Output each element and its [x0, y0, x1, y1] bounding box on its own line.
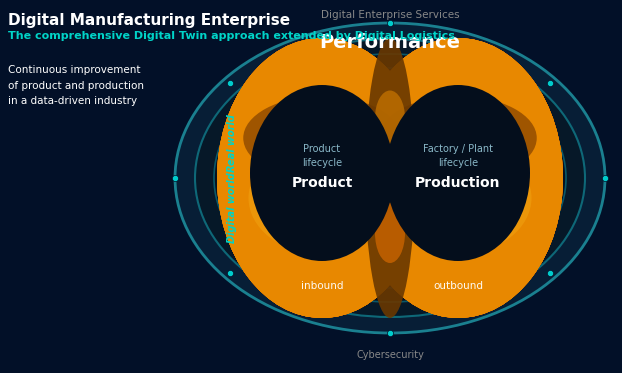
Ellipse shape — [365, 38, 415, 318]
Ellipse shape — [249, 142, 396, 254]
Ellipse shape — [353, 38, 563, 318]
Text: Digital Manufacturing Enterprise: Digital Manufacturing Enterprise — [8, 13, 290, 28]
Ellipse shape — [217, 38, 427, 318]
Ellipse shape — [217, 38, 427, 318]
Ellipse shape — [384, 142, 532, 254]
Ellipse shape — [250, 85, 394, 261]
Text: Continuous improvement
of product and production
in a data-driven industry: Continuous improvement of product and pr… — [8, 65, 144, 106]
Text: Product: Product — [291, 176, 353, 190]
Text: outbound: outbound — [433, 281, 483, 291]
Ellipse shape — [353, 38, 563, 318]
Text: Production: Production — [415, 176, 501, 190]
Ellipse shape — [232, 68, 548, 288]
Text: inbound: inbound — [301, 281, 343, 291]
Ellipse shape — [375, 91, 405, 145]
Ellipse shape — [175, 23, 605, 333]
Text: Digital world: Digital world — [227, 173, 237, 243]
Text: Real world: Real world — [227, 114, 237, 172]
Ellipse shape — [214, 54, 566, 302]
Ellipse shape — [386, 85, 530, 261]
Ellipse shape — [353, 38, 563, 318]
Ellipse shape — [243, 96, 401, 180]
Ellipse shape — [353, 38, 563, 318]
Text: Factory / Plant
lifecycle: Factory / Plant lifecycle — [423, 144, 493, 167]
Ellipse shape — [217, 38, 427, 318]
Text: Performance: Performance — [320, 34, 460, 53]
Ellipse shape — [375, 203, 405, 263]
Text: Product
lifecycle: Product lifecycle — [302, 144, 342, 167]
Ellipse shape — [353, 38, 563, 318]
Ellipse shape — [195, 39, 585, 317]
Ellipse shape — [353, 38, 563, 318]
Ellipse shape — [353, 38, 563, 318]
Ellipse shape — [217, 38, 427, 318]
Ellipse shape — [217, 38, 427, 318]
Text: Cybersecurity: Cybersecurity — [356, 350, 424, 360]
Ellipse shape — [217, 38, 427, 318]
Text: Digital Enterprise Services: Digital Enterprise Services — [321, 10, 459, 20]
Text: The comprehensive Digital Twin approach extended by Digital Logistics: The comprehensive Digital Twin approach … — [8, 31, 455, 41]
Ellipse shape — [217, 38, 427, 318]
Ellipse shape — [379, 96, 537, 180]
